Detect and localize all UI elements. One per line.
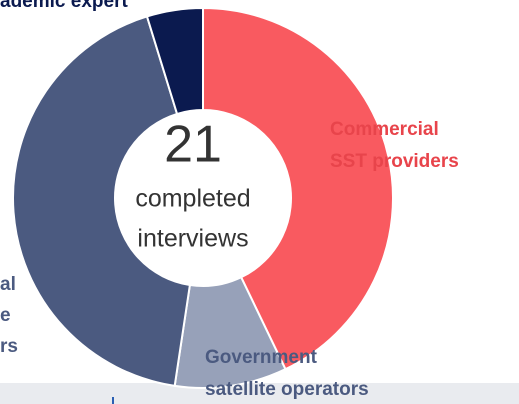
donut-segment [12,15,192,388]
center-text: completed [135,185,250,213]
donut [12,6,394,389]
segment-label: rs [0,336,18,357]
segment-label: al [0,274,16,295]
segment-label: SST providers [330,151,459,172]
donut-segment [145,6,204,116]
segment-label: Commercial [330,119,439,140]
segment-label: Government [205,347,318,368]
center-text: interviews [137,225,248,253]
segment-label: e [0,305,11,326]
footer-mark [112,397,114,404]
center-value: 21 [164,116,222,174]
footer-strip [0,383,519,404]
segment-label: satellite operators [205,379,369,400]
donut-segment [202,6,394,371]
segment-label: ademic expert [0,0,128,12]
